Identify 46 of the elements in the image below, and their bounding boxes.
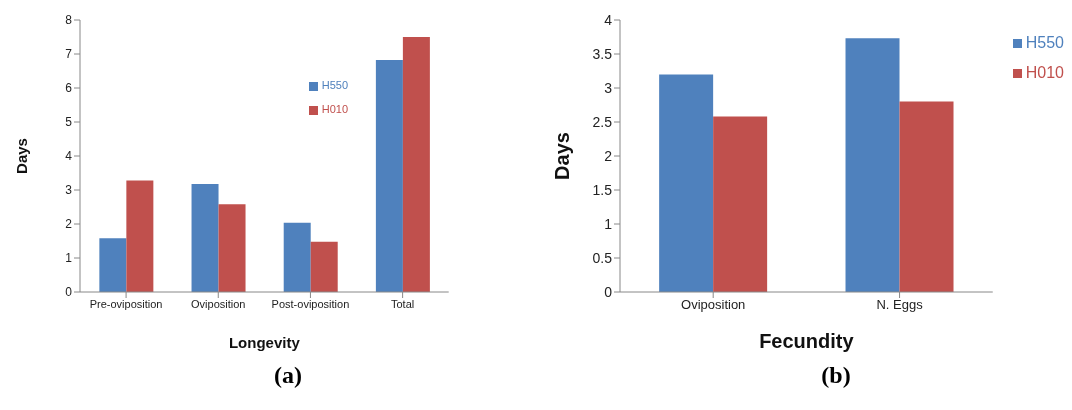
legend-label: H010 xyxy=(321,103,348,115)
y-tick-label: 6 xyxy=(65,81,73,96)
y-tick-label: 3 xyxy=(604,79,613,96)
x-tick-label: Oviposition xyxy=(191,297,246,310)
y-tick-label: 7 xyxy=(65,47,73,62)
y-tick-label: 0 xyxy=(65,285,73,300)
y-tick-label: 2 xyxy=(604,147,613,164)
bar xyxy=(713,116,768,292)
text: (a) xyxy=(273,362,303,389)
y-tick-label: 1 xyxy=(604,215,613,232)
bar xyxy=(899,101,954,292)
bar xyxy=(191,183,219,292)
legend-label: H550 xyxy=(321,79,348,91)
bar xyxy=(375,60,403,292)
y-tick-label: 3.5 xyxy=(592,45,613,62)
bar xyxy=(310,241,338,292)
x-tick-label: Total xyxy=(390,297,415,310)
bar xyxy=(99,238,127,292)
y-tick-label: 5 xyxy=(65,115,73,130)
y-tick-label: 2.5 xyxy=(592,113,613,130)
bar xyxy=(659,74,714,292)
y-tick-label: 2 xyxy=(65,217,73,232)
text: (b) xyxy=(820,362,852,389)
x-tick-label: Pre-oviposition xyxy=(89,297,163,310)
legend-label: H550 xyxy=(1025,34,1064,51)
x-tick-label: Oviposition xyxy=(681,297,746,313)
y-tick-label: 3 xyxy=(65,183,73,198)
bar xyxy=(845,38,900,292)
y-tick-label: 0 xyxy=(604,283,613,300)
x-axis-title: Fecundity xyxy=(759,330,855,352)
y-tick-label: 1.5 xyxy=(592,181,613,198)
y-tick-label: 8 xyxy=(65,13,73,28)
y-tick-label: 4 xyxy=(65,149,73,164)
x-axis-title: Longevity xyxy=(228,334,301,351)
bar xyxy=(126,180,154,292)
x-tick-label: Post-oviposition xyxy=(271,297,350,310)
y-axis-title: Days xyxy=(551,132,574,180)
y-tick-label: 4 xyxy=(604,11,613,28)
y-tick-label: 0.5 xyxy=(592,249,613,266)
bar xyxy=(218,204,246,292)
bar xyxy=(283,222,311,292)
x-tick-label: N. Eggs xyxy=(876,297,924,313)
legend-label: H010 xyxy=(1025,64,1064,81)
bar xyxy=(402,37,430,292)
y-axis-title: Days xyxy=(13,138,31,174)
y-tick-label: 1 xyxy=(65,251,73,266)
